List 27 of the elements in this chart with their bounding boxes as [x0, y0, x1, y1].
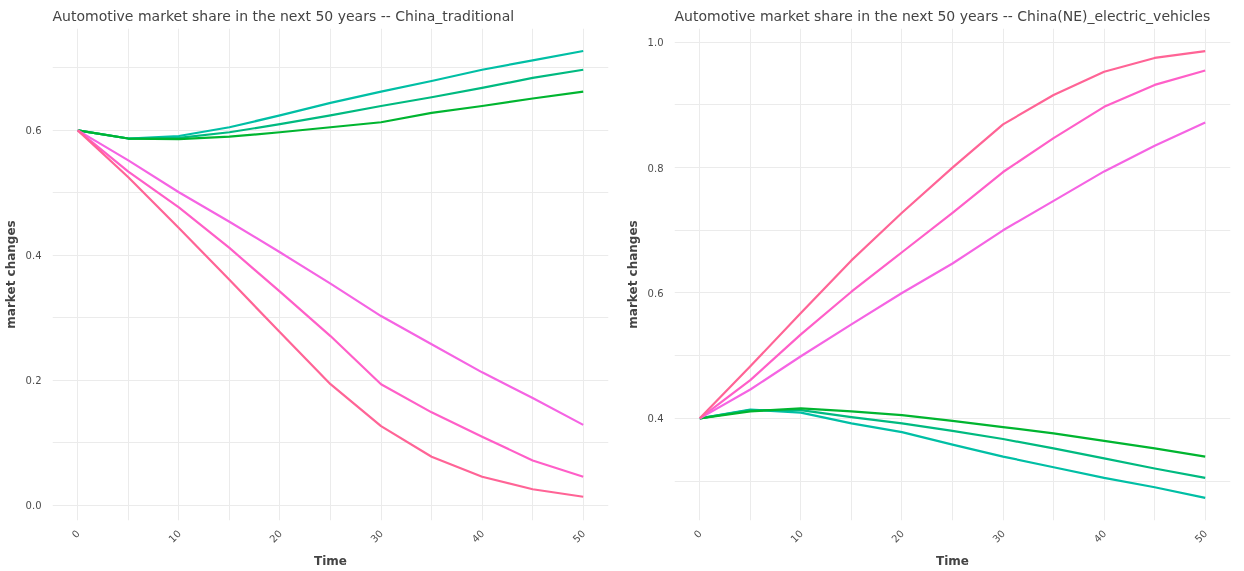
- x-tick-label: 50: [570, 527, 588, 545]
- line-series: [76, 90, 585, 141]
- x-tick-label: 0: [691, 527, 705, 541]
- x-axis-title: Time: [936, 554, 969, 569]
- x-tick-label: 40: [1091, 527, 1109, 545]
- y-tick-label: 0.4: [25, 250, 42, 262]
- y-tick-label: 0.2: [25, 375, 42, 387]
- y-tick-label: 0.6: [25, 125, 42, 137]
- y-tick-label: 0.6: [647, 287, 664, 299]
- x-tick-label: 50: [1192, 527, 1210, 545]
- y-axis-title: market changes: [625, 220, 640, 329]
- x-tick-label: 10: [166, 527, 184, 545]
- chart-title: Automotive market share in the next 50 years -- China(NE)_electric_vehicles: [674, 7, 1211, 24]
- y-tick-label: 0.4: [647, 413, 664, 425]
- x-tick-label: 40: [469, 527, 487, 545]
- text: 0.0: [25, 500, 42, 512]
- x-tick-label: 30: [990, 527, 1008, 545]
- y-tick-label: 0.8: [647, 162, 664, 174]
- x-tick-label: 10: [788, 527, 806, 545]
- x-tick-label: 0: [69, 527, 83, 541]
- chart-title: Automotive market share in the next 50 years -- China_traditional: [52, 7, 515, 24]
- x-tick-label: 30: [368, 527, 386, 545]
- x-axis-title: Time: [314, 554, 347, 569]
- x-tick-label: 20: [889, 527, 907, 545]
- text: 1.0: [647, 37, 664, 49]
- x-tick-label: 20: [267, 527, 285, 545]
- y-axis-title: market changes: [3, 220, 18, 329]
